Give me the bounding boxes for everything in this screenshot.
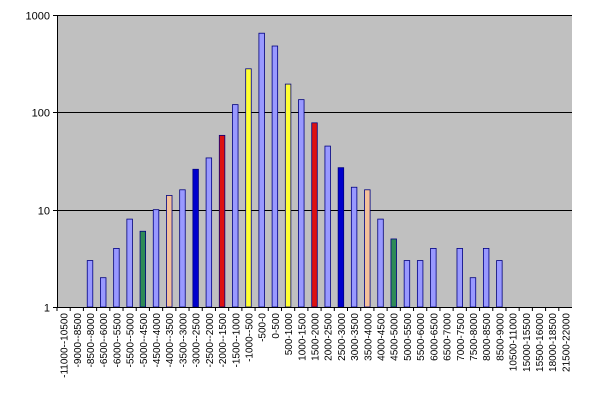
bar — [139, 230, 147, 308]
x-tick-label: -2000--1500 — [218, 313, 229, 368]
x-tick-label: -1500--1000 — [231, 313, 242, 368]
x-tick-label: 4500-5000 — [390, 313, 401, 361]
bar — [337, 167, 345, 308]
bar — [496, 260, 503, 308]
bar — [482, 247, 490, 308]
bar — [456, 247, 463, 308]
bar — [152, 209, 160, 308]
bar — [430, 247, 437, 308]
x-tick-label: -500-0 — [258, 313, 269, 342]
x-tick-label: 1000-1500 — [297, 313, 308, 361]
bar — [218, 134, 226, 308]
bar — [271, 45, 279, 308]
bar — [205, 157, 213, 308]
bar — [86, 260, 94, 308]
bar — [113, 247, 120, 308]
x-tick-label: 5500-6000 — [416, 313, 427, 361]
bar — [100, 277, 107, 308]
y-tick-label: 1000 — [26, 11, 50, 23]
bar — [166, 195, 173, 308]
x-tick-label: 7500-8000 — [469, 313, 480, 361]
x-tick-label: -3500--3000 — [178, 313, 189, 368]
bar — [350, 186, 358, 308]
bar — [403, 260, 411, 308]
bar — [364, 189, 371, 308]
x-tick-label: -1000--500 — [244, 313, 255, 362]
x-tick-label: -6500--6000 — [99, 313, 110, 368]
x-tick-label: 18000-18500 — [548, 313, 559, 372]
y-tick-label: 100 — [32, 108, 50, 120]
x-tick-label: -3000--2500 — [192, 313, 203, 368]
x-tick-label: 2500-3000 — [337, 313, 348, 361]
bar — [179, 189, 186, 308]
y-axis-tick-labels: 1 10 100 1000 — [26, 11, 50, 315]
x-tick-label: 21500-22000 — [561, 313, 572, 372]
x-tick-label: 8500-9000 — [495, 313, 506, 361]
bar — [245, 68, 252, 308]
x-tick-label: -11000--10500 — [60, 313, 71, 378]
x-tick-label: 6500-7000 — [443, 313, 454, 361]
x-tick-label: -9000--8500 — [73, 313, 84, 368]
x-tick-label: 1500-2000 — [311, 313, 322, 361]
x-tick-label: 3500-4000 — [363, 313, 374, 361]
x-tick-label: -6000--5500 — [112, 313, 123, 368]
bar — [324, 145, 331, 308]
x-tick-label: -2500--2000 — [205, 313, 216, 368]
bar — [377, 218, 384, 308]
bar — [284, 83, 292, 308]
x-tick-label: 5000-5500 — [403, 313, 414, 361]
x-tick-label: -4000--3500 — [165, 313, 176, 368]
x-tick-label: 3000-3500 — [350, 313, 361, 361]
x-tick-label: 0-500 — [271, 313, 282, 339]
x-tick-label: -5000--4500 — [139, 313, 150, 368]
y-tick-label: 1 — [44, 303, 50, 315]
x-tick-label: -4500--4000 — [152, 313, 163, 368]
bar — [469, 277, 477, 308]
x-tick-label: 15000-15500 — [522, 313, 533, 372]
x-axis-tick-labels: -11000--10500 -9000--8500 -8500--8000 -6500… — [60, 313, 573, 378]
bar — [416, 260, 424, 308]
x-tick-label: 6000-6500 — [429, 313, 440, 361]
x-tick-label: 15500-16000 — [535, 313, 546, 372]
bar — [311, 122, 318, 308]
bar — [390, 238, 397, 308]
x-tick-label: 2000-2500 — [324, 313, 335, 361]
bar — [232, 104, 239, 308]
x-tick-label: 8000-8500 — [482, 313, 493, 361]
x-tick-label: 4000-4500 — [377, 313, 388, 361]
bar — [298, 99, 305, 308]
x-tick-label: 10500-11000 — [509, 313, 520, 372]
x-tick-label: 500-1000 — [284, 313, 295, 356]
x-tick-label: -5500--5000 — [126, 313, 137, 368]
x-tick-label: 7000-7500 — [456, 313, 467, 361]
x-tick-label: -8500--8000 — [86, 313, 97, 368]
axes — [53, 15, 572, 311]
bar — [192, 168, 199, 308]
y-tick-label: 10 — [38, 206, 50, 218]
bar — [126, 218, 133, 308]
bar — [258, 32, 265, 308]
